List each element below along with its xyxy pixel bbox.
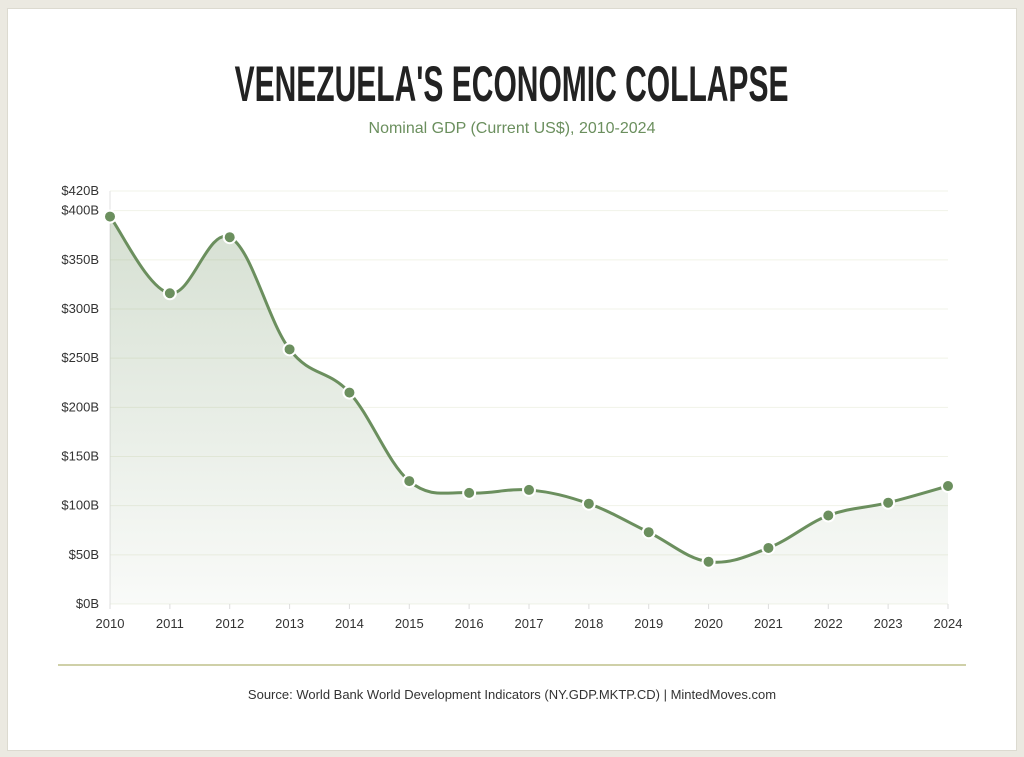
x-tick-label: 2022 xyxy=(814,616,843,631)
x-tick-label: 2023 xyxy=(874,616,903,631)
data-point xyxy=(821,508,836,523)
x-tick-label: 2010 xyxy=(96,616,125,631)
chart-title: VENEZUELA'S ECONOMIC COLLAPSE xyxy=(0,58,1024,110)
y-tick-label: $250B xyxy=(61,350,99,365)
data-point xyxy=(342,385,357,400)
y-tick-label: $350B xyxy=(61,252,99,267)
x-tick-label: 2012 xyxy=(215,616,244,631)
data-point xyxy=(222,230,237,245)
x-tick-label: 2013 xyxy=(275,616,304,631)
y-tick-label: $300B xyxy=(61,301,99,316)
x-tick-label: 2018 xyxy=(574,616,603,631)
y-tick-label: $200B xyxy=(61,399,99,414)
x-tick-label: 2019 xyxy=(634,616,663,631)
data-point xyxy=(282,342,297,357)
data-point xyxy=(641,525,656,540)
y-tick-label: $420B xyxy=(61,183,99,198)
data-point xyxy=(581,496,596,511)
data-point xyxy=(402,474,417,489)
y-tick-label: $400B xyxy=(61,203,99,218)
data-point xyxy=(941,479,955,493)
y-tick-label: $150B xyxy=(61,449,99,464)
y-tick-label: $0B xyxy=(76,596,99,611)
x-tick-label: 2021 xyxy=(754,616,783,631)
data-point xyxy=(162,286,177,301)
x-tick-label: 2011 xyxy=(156,616,184,631)
x-tick-label: 2015 xyxy=(395,616,424,631)
data-point xyxy=(701,554,716,569)
y-tick-label: $50B xyxy=(69,547,99,562)
x-tick-label: 2016 xyxy=(455,616,484,631)
data-point xyxy=(462,485,477,500)
data-point xyxy=(522,482,536,497)
y-tick-label: $100B xyxy=(61,498,99,513)
source-note: Source: World Bank World Development Ind… xyxy=(247,687,777,702)
x-tick-label: 2014 xyxy=(335,616,364,631)
data-point xyxy=(103,209,117,224)
chart-subtitle: Nominal GDP (Current US$), 2010-2024 xyxy=(368,120,656,137)
x-tick-label: 2024 xyxy=(934,616,963,631)
footer-divider xyxy=(58,664,966,666)
area-fill xyxy=(110,216,948,605)
x-tick-label: 2020 xyxy=(694,616,723,631)
chart-title-text: VENEZUELA'S ECONOMIC COLLAPSE xyxy=(235,56,789,112)
x-tick-label: 2017 xyxy=(515,616,544,631)
data-point xyxy=(761,540,776,555)
data-point xyxy=(881,495,896,510)
